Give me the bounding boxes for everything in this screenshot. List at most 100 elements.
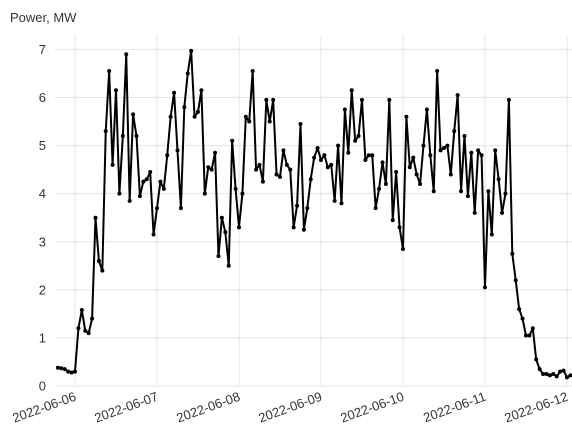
point [383, 182, 388, 187]
point [315, 145, 320, 150]
point [431, 189, 436, 194]
point [298, 121, 303, 126]
point [523, 333, 528, 338]
point [510, 251, 515, 256]
point [564, 375, 569, 380]
point [561, 368, 566, 373]
point [250, 69, 255, 74]
point [530, 326, 535, 331]
point [72, 369, 77, 374]
point [178, 206, 183, 211]
point [267, 119, 272, 124]
point [359, 97, 364, 102]
point [370, 153, 375, 158]
point [544, 371, 549, 376]
point [493, 148, 498, 153]
point [438, 148, 443, 153]
point [428, 153, 433, 158]
point [182, 105, 187, 110]
point [288, 167, 293, 172]
point [90, 316, 95, 321]
point [274, 172, 279, 177]
point [247, 119, 252, 124]
point [394, 170, 399, 175]
point [96, 258, 101, 263]
point [469, 150, 474, 155]
y-tick-label: 4 [39, 186, 46, 201]
y-tick-label: 3 [39, 234, 46, 249]
y-axis-label: Power, MW [10, 10, 77, 25]
point [356, 133, 361, 138]
point [554, 374, 559, 379]
point [441, 145, 446, 150]
point [195, 109, 200, 114]
point [86, 331, 91, 336]
point [527, 333, 532, 338]
point [66, 369, 71, 374]
point [93, 215, 98, 220]
point [154, 206, 159, 211]
point [206, 165, 211, 170]
point [332, 198, 337, 203]
point [107, 69, 112, 74]
point [513, 278, 518, 283]
point [134, 133, 139, 138]
point [295, 203, 300, 208]
point [110, 162, 115, 167]
point [424, 107, 429, 112]
point [486, 189, 491, 194]
point [124, 52, 129, 57]
point [312, 155, 317, 160]
point [421, 143, 426, 148]
point [472, 210, 477, 215]
point [226, 263, 231, 268]
point [117, 191, 122, 196]
point [342, 107, 347, 112]
point [400, 246, 405, 251]
x-tick-label: 2022-06-11 [421, 389, 488, 424]
point [233, 186, 238, 191]
point [568, 373, 572, 378]
point [158, 179, 163, 184]
point [411, 155, 416, 160]
point [69, 370, 74, 375]
point [404, 114, 409, 119]
point [506, 97, 511, 102]
point [435, 69, 440, 74]
point [445, 143, 450, 148]
point [482, 285, 487, 290]
point [236, 225, 241, 230]
point [137, 194, 142, 199]
point [185, 71, 190, 76]
point [407, 165, 412, 170]
point [349, 88, 354, 93]
point [223, 230, 228, 235]
point [257, 162, 262, 167]
point [308, 177, 313, 182]
point [503, 191, 508, 196]
point [254, 167, 259, 172]
point [346, 150, 351, 155]
point [517, 307, 522, 312]
point [168, 114, 173, 119]
point [390, 218, 395, 223]
point [387, 97, 392, 102]
point [455, 93, 460, 98]
point [377, 186, 382, 191]
point [551, 371, 556, 376]
point [336, 143, 341, 148]
point [192, 114, 197, 119]
point [144, 177, 149, 182]
point [172, 90, 177, 95]
x-tick-label: 2022-06-10 [338, 389, 406, 424]
point [161, 186, 166, 191]
point [305, 206, 310, 211]
point [83, 328, 88, 333]
point [199, 88, 204, 93]
point [353, 138, 358, 143]
y-tick-label: 1 [39, 330, 46, 345]
point [79, 308, 84, 313]
point [165, 153, 170, 158]
y-tick-label: 0 [39, 379, 46, 394]
